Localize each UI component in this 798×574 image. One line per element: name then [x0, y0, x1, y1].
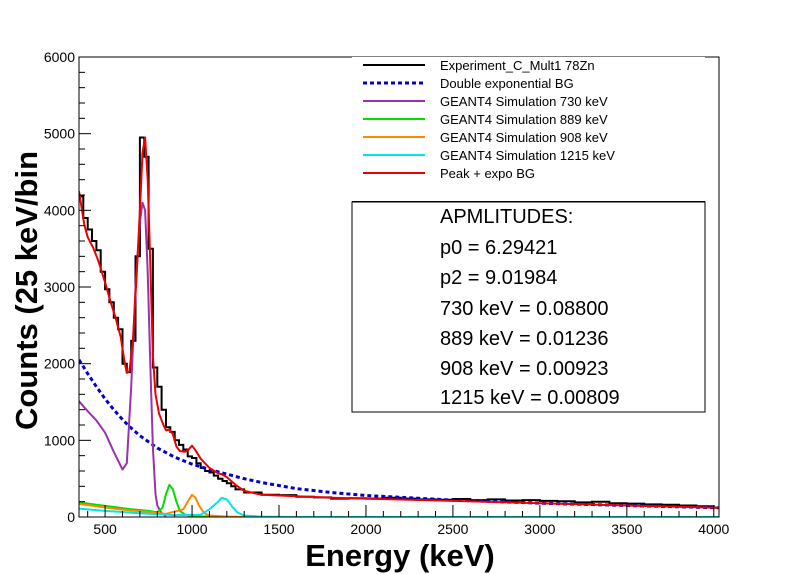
legend-entry-4: GEANT4 Simulation 908 keV: [440, 130, 608, 145]
x-tick-label: 1500: [263, 521, 294, 537]
amplitude-889: 889 keV = 0.01236: [440, 328, 608, 350]
y-tick-label: 5000: [44, 126, 75, 142]
legend-entry-1: Double exponential BG: [440, 76, 574, 91]
y-tick-label: 6000: [44, 49, 75, 65]
x-tick-label: 2000: [350, 521, 381, 537]
amplitude-908: 908 keV = 0.00923: [440, 358, 608, 380]
amplitude-1215: 1215 keV = 0.00809: [440, 387, 620, 409]
legend: Experiment_C_Mult1 78Zn Double exponentia…: [363, 58, 615, 181]
amplitude-730: 730 keV = 0.08800: [440, 298, 608, 320]
y-axis: 0 1000 2000 3000 4000 5000 6000: [44, 49, 91, 525]
x-axis-title: Energy (keV): [305, 538, 495, 573]
series-line-5: [79, 136, 719, 509]
legend-entry-0: Experiment_C_Mult1 78Zn: [440, 58, 595, 73]
y-tick-label: 4000: [44, 202, 75, 218]
legend-entry-5: GEANT4 Simulation 1215 keV: [440, 148, 615, 163]
y-axis-title: Counts (25 keV/bin: [9, 151, 44, 430]
x-axis: 500 1000 1500 2000 2500 3000 3500 4000: [87, 505, 730, 537]
x-tick-label: 500: [93, 521, 117, 537]
y-tick-label: 3000: [44, 279, 75, 295]
x-tick-label: 3500: [611, 521, 642, 537]
legend-entry-2: GEANT4 Simulation 730 keV: [440, 94, 608, 109]
series-line-0: [79, 359, 719, 510]
x-tick-label: 2500: [437, 521, 468, 537]
legend-box: [352, 57, 705, 202]
x-tick-label: 3000: [524, 521, 555, 537]
x-tick-label: 1000: [176, 521, 207, 537]
amplitudes-box: [351, 201, 706, 413]
amplitude-p0: p0 = 6.29421: [440, 237, 557, 259]
amplitude-p2: p2 = 9.01984: [440, 267, 557, 289]
legend-entry-6: Peak + expo BG: [440, 166, 535, 181]
series-line-3: [79, 493, 245, 517]
x-tick-label: 4000: [698, 521, 729, 537]
amplitudes-title: APMLITUDES:: [440, 206, 573, 228]
y-tick-label: 1000: [44, 432, 75, 448]
legend-entry-3: GEANT4 Simulation 889 keV: [440, 112, 608, 127]
y-tick-label: 0: [67, 509, 75, 525]
y-tick-label: 2000: [44, 356, 75, 372]
